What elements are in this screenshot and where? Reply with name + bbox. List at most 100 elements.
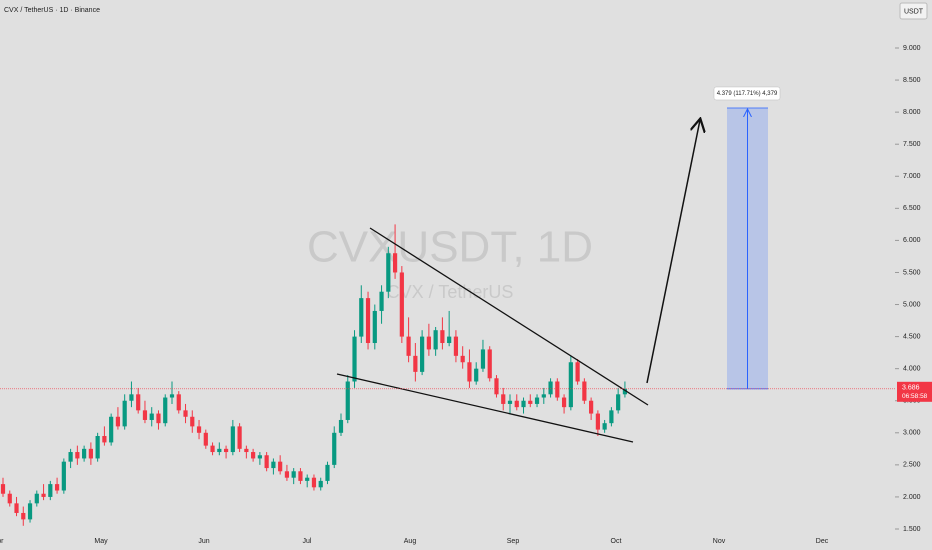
candle-body — [237, 426, 242, 449]
candle-body — [528, 400, 533, 404]
candle-body — [541, 394, 546, 398]
candle-body — [41, 493, 46, 497]
y-tick-label: 3.000 — [903, 430, 921, 437]
candle-body — [332, 432, 337, 465]
x-tick-label: Apr — [0, 538, 4, 545]
candle-body — [318, 480, 323, 488]
candle-body — [521, 400, 526, 408]
currency: USDT — [904, 8, 924, 15]
y-tick-label: 8.500 — [903, 77, 921, 84]
candle-body — [278, 461, 283, 472]
y-tick-label: 1.500 — [903, 526, 921, 533]
y-tick-label: 2.500 — [903, 462, 921, 469]
candle-body — [156, 413, 161, 424]
candle-body — [230, 426, 235, 453]
candle-body — [0, 484, 6, 494]
y-tick-label: 9.000 — [903, 45, 921, 52]
candle-body — [440, 330, 445, 344]
candle-body — [291, 471, 296, 478]
candle-body — [176, 394, 181, 411]
trendline — [336, 373, 634, 443]
y-tick-label: 7.000 — [903, 173, 921, 180]
candle-body — [271, 461, 276, 469]
y-tick-label: 8.000 — [903, 109, 921, 116]
measure-label-box — [713, 86, 781, 101]
candle-body — [345, 381, 350, 420]
countdown: 06:58:58 — [902, 393, 928, 400]
candle-body — [169, 394, 175, 398]
candle-body — [406, 336, 411, 356]
arrow — [646, 120, 700, 384]
candle-body — [305, 477, 310, 481]
candle-body — [183, 410, 188, 417]
y-tick-label: 5.500 — [903, 269, 921, 276]
measure-label: 4.379 (117.71%) 4,379 — [717, 91, 778, 97]
candle-body — [561, 397, 567, 408]
candle-body — [217, 448, 222, 453]
x-tick-label: Sep — [507, 538, 520, 545]
watermark: CVXUSDT, 1D — [307, 223, 593, 272]
candle-body — [399, 272, 404, 337]
y-tick-label: 4.000 — [903, 366, 921, 373]
candle-body — [284, 471, 290, 478]
candle-body — [480, 349, 486, 369]
candle-body — [534, 397, 540, 404]
y-tick-label: 2.000 — [903, 494, 921, 501]
candle-body — [507, 400, 513, 404]
candle-body — [453, 336, 459, 356]
candle-body — [196, 426, 202, 433]
y-tick-label: 6.500 — [903, 205, 921, 212]
x-tick-label: Jul — [303, 538, 312, 545]
candle-body — [365, 298, 371, 344]
candle-body — [582, 381, 587, 401]
candle-body — [589, 400, 594, 414]
y-tick-label: 6.000 — [903, 237, 921, 244]
candle-body — [257, 455, 262, 459]
candle-body — [595, 413, 600, 430]
candle-body — [54, 484, 60, 491]
candle-body — [129, 394, 134, 401]
candle-body — [95, 436, 100, 459]
y-tick-label: 5.000 — [903, 301, 921, 308]
candle-body — [501, 394, 506, 404]
candle-body — [75, 452, 80, 459]
candle-body — [21, 512, 26, 520]
candle-body — [115, 416, 121, 427]
candle-body — [142, 410, 148, 420]
candle-body — [325, 464, 330, 481]
candle-body — [190, 416, 195, 427]
candle-body — [359, 298, 364, 337]
x-tick-label: Nov — [713, 538, 726, 545]
currency-box — [899, 2, 928, 20]
candle-body — [61, 461, 66, 491]
candle-body — [251, 452, 256, 459]
chart-title: CVX / TetherUS · 1D · Binance — [4, 7, 100, 14]
candle-body — [433, 330, 438, 350]
candle-body — [244, 448, 249, 453]
candle-body — [413, 355, 418, 372]
candle-body — [494, 378, 499, 395]
candle-body — [122, 400, 127, 427]
candle-body — [109, 416, 114, 443]
x-tick-label: Oct — [611, 538, 622, 545]
candle-body — [7, 493, 12, 504]
candle-body — [163, 397, 168, 424]
candle-body — [392, 253, 398, 273]
trendline — [369, 227, 649, 406]
candle-body — [575, 362, 580, 382]
candle-body — [203, 432, 208, 446]
candle-body — [514, 400, 519, 408]
candle-body — [34, 493, 39, 504]
candle-body — [68, 452, 73, 462]
candle-body — [420, 336, 425, 372]
candle-body — [352, 336, 357, 382]
candle-body — [622, 388, 628, 395]
candle-body — [136, 394, 141, 411]
candle-body — [149, 413, 154, 420]
candle-body — [548, 381, 553, 395]
x-tick-label: Jun — [198, 538, 209, 545]
candle-body — [487, 349, 492, 379]
candle-body — [102, 436, 107, 443]
